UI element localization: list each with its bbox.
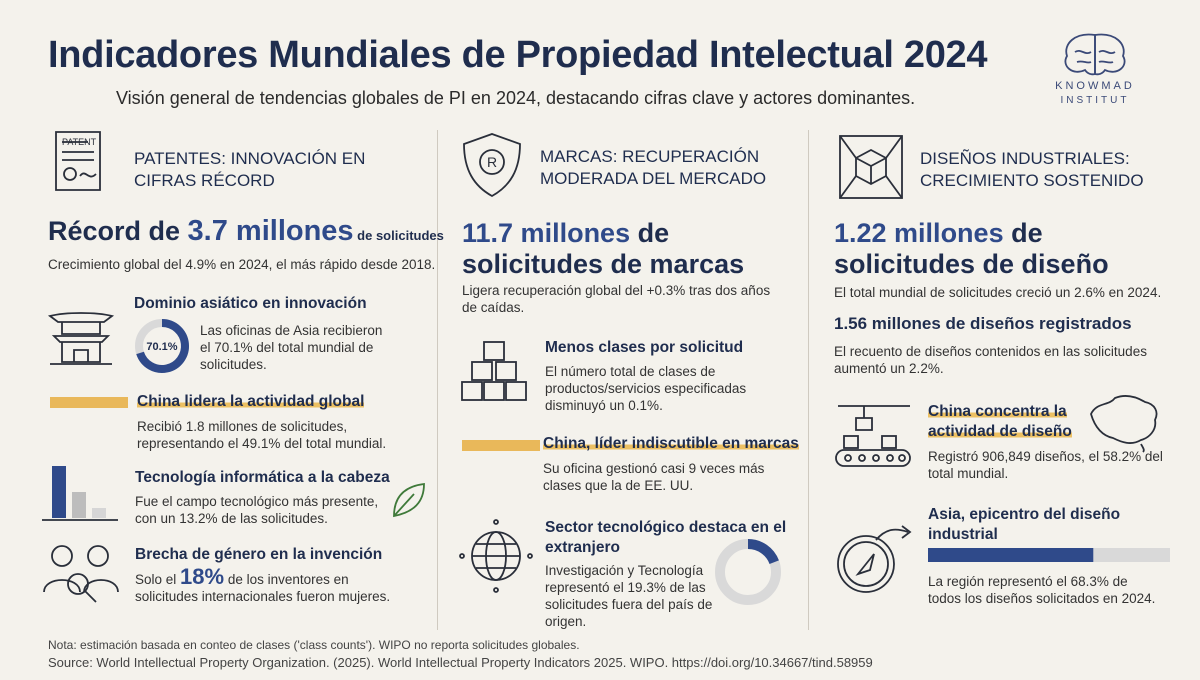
section-title: China lidera la actividad global — [137, 392, 365, 412]
pagoda-icon — [47, 312, 115, 365]
section-title: Dominio asiático en innovación — [134, 295, 367, 312]
section-text: Solo el 18% de los inventores en solicit… — [135, 566, 410, 605]
logo-sub: INSTITUT — [1060, 95, 1130, 106]
section-text: La región representó el 68.3% de todos l… — [928, 574, 1156, 606]
title: Indicadores Mundiales de Propiedad Intel… — [48, 34, 988, 76]
subtitle: Visión general de tendencias globales de… — [116, 88, 916, 108]
section-heading: PATENTES: INNOVACIÓN EN CIFRAS RÉCORD — [134, 149, 366, 190]
highlight-title: China, líder indiscutible en marcas — [543, 435, 799, 452]
headline-number: 3.7 millones — [187, 215, 354, 247]
headline-text: solicitudes de diseño — [834, 249, 1109, 279]
svg-text:R: R — [487, 154, 497, 170]
highlight-number: 18% — [180, 564, 225, 589]
headline-text: de solicitudes — [353, 228, 444, 243]
section-heading: MARCAS: RECUPERACIÓN MODERADA DEL MERCAD… — [540, 147, 767, 188]
sub-text: Crecimiento global del 4.9% en 2024, el … — [48, 257, 436, 272]
conveyor-icon — [835, 405, 911, 467]
text-part: de los inventores en solicitudes interna… — [135, 572, 391, 604]
progress-fill — [928, 548, 1094, 562]
donut-segment — [136, 319, 189, 373]
globe-icon — [459, 519, 533, 593]
headline-text: Récord de — [48, 216, 188, 246]
leaf-icon — [393, 482, 425, 518]
divider — [808, 130, 809, 630]
section-text: Recibió 1.8 millones de solicitudes, rep… — [137, 419, 387, 451]
shield-icon: R — [463, 133, 521, 198]
headline: Récord de 3.7 millones de solicitudes — [48, 215, 444, 251]
section-text: Registró 906,849 diseños, el 58.2% del t… — [928, 449, 1163, 481]
headline-number: 11.7 millones — [462, 218, 631, 248]
boxes-icon — [461, 341, 527, 401]
logo-icon — [1064, 33, 1126, 76]
compass-icon — [837, 525, 912, 593]
headline-number: 1.22 millones — [834, 218, 1004, 248]
donut-label: 70.1% — [146, 341, 177, 353]
headline-text: solicitudes de marcas — [462, 249, 745, 279]
headline: 1.22 millones de solicitudes de diseño — [834, 218, 1174, 280]
highlight-bar — [462, 440, 540, 451]
section-title: Sector tecnológico destaca en el extranj… — [545, 519, 787, 556]
headline-text: de — [630, 218, 670, 248]
section-title: China concentra la actividad de diseño — [928, 402, 1078, 442]
section-title: Tecnología informática a la cabeza — [135, 469, 390, 486]
highlight-bar — [50, 397, 128, 408]
section-text: El número total de clases de productos/s… — [545, 364, 747, 413]
donut-chart: 70.1% — [135, 319, 189, 373]
highlight-title: China lidera la actividad global — [137, 393, 365, 410]
section-title: Menos clases por solicitud — [545, 339, 744, 356]
section-text: Su oficina gestionó casi 9 veces más cla… — [543, 461, 765, 493]
source: Source: World Intellectual Property Orga… — [48, 655, 873, 670]
divider — [437, 130, 438, 630]
cube-icon — [839, 135, 903, 199]
patent-icon — [55, 131, 101, 191]
sub-text: Ligera recuperación global del +0.3% tra… — [462, 283, 771, 315]
donut-segment — [747, 539, 779, 565]
svg-text:PATENT: PATENT — [62, 137, 97, 147]
section-title: China, líder indiscutible en marcas — [543, 434, 799, 454]
sub-text: El total mundial de solicitudes creció u… — [834, 285, 1162, 300]
headline-text: de — [1003, 218, 1043, 248]
headline: 11.7 millones de solicitudes de marcas — [462, 218, 802, 280]
footnote: Nota: estimación basada en conteo de cla… — [48, 638, 580, 652]
section-text: El recuento de diseños contenidos en las… — [834, 344, 1147, 376]
section-text: Las oficinas de Asia recibieron el 70.1%… — [200, 323, 383, 372]
highlight-title: China concentra la actividad de diseño — [928, 403, 1072, 440]
progress-bar — [928, 548, 1170, 562]
section-text: Fue el campo tecnológico más presente, c… — [135, 494, 379, 526]
section-heading: DISEÑOS INDUSTRIALES: CRECIMIENTO SOSTEN… — [920, 149, 1144, 190]
people-icon — [43, 545, 119, 603]
section-title: 1.56 millones de diseños registrados — [834, 314, 1132, 333]
donut-chart — [715, 539, 781, 605]
logo-name: KNOWMAD — [1055, 80, 1135, 92]
section-title: Asia, epicentro del diseño industrial — [928, 506, 1121, 543]
patent-label: PATENT — [62, 137, 97, 147]
section-title: Brecha de género en la invención — [135, 546, 383, 563]
bar-icon — [42, 466, 118, 521]
china-map-icon — [1090, 395, 1158, 453]
text-part: Solo el — [135, 572, 181, 587]
section-text: Investigación y Tecnología representó el… — [545, 563, 713, 629]
